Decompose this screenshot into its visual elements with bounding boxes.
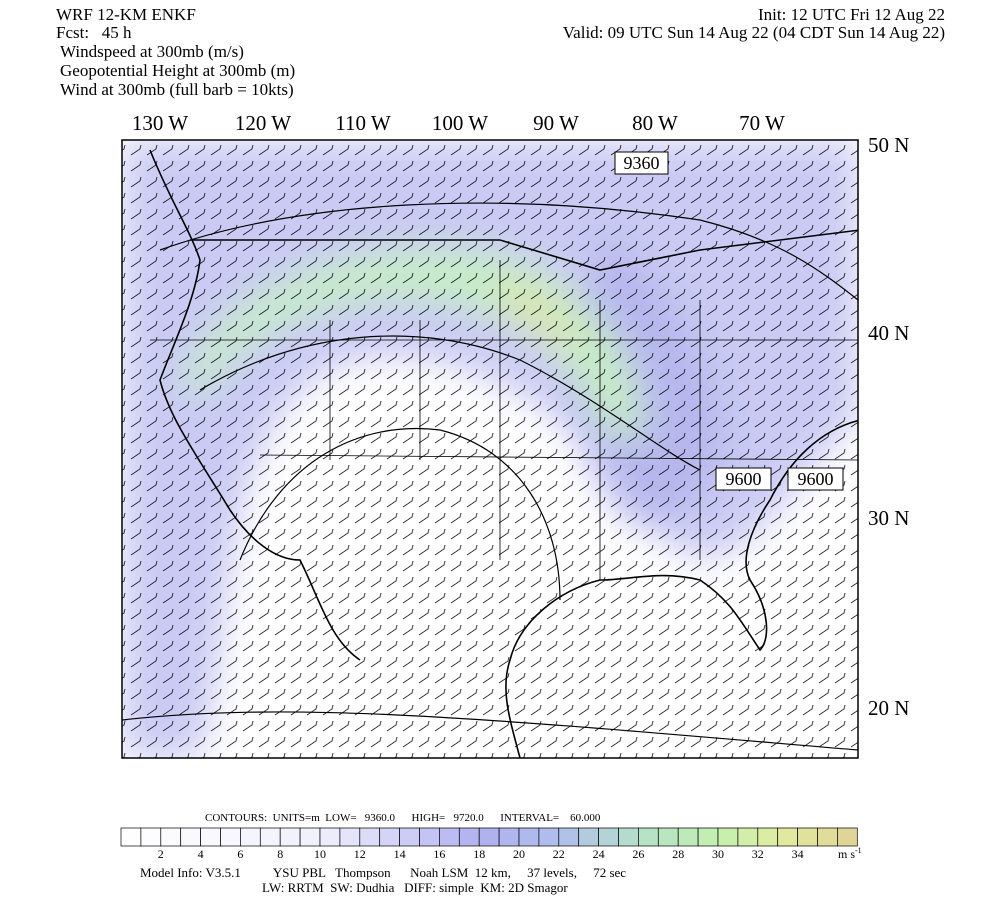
map-field bbox=[122, 140, 858, 758]
colorbar-swatch bbox=[339, 827, 361, 847]
colorbar-tick-label: 30 bbox=[712, 847, 724, 861]
field-name: Windspeed at 300mb (m/s) bbox=[60, 42, 244, 61]
colorbar-swatch bbox=[180, 827, 201, 847]
units-exponent: -1 bbox=[855, 846, 862, 855]
colorbar-swatch bbox=[657, 827, 679, 847]
colorbar-swatch bbox=[279, 827, 301, 847]
valid-time: Valid: 09 UTC Sun 14 Aug 22 (04 CDT Sun … bbox=[562, 23, 945, 42]
field-name: Wind at 300mb (full barb = 10kts) bbox=[60, 80, 294, 99]
colorbar-swatch bbox=[379, 827, 400, 847]
colorbar-tick-label: 8 bbox=[277, 847, 283, 861]
lon-label: 120 W bbox=[235, 111, 291, 135]
colorbar-tick-label: 32 bbox=[752, 847, 764, 861]
colorbar-tick-label: 14 bbox=[394, 847, 406, 861]
colorbar-swatch bbox=[120, 827, 142, 847]
colorbar-swatch bbox=[737, 827, 759, 847]
contour-label: 9600 bbox=[798, 469, 834, 489]
colorbar-tick-label: 10 bbox=[314, 847, 326, 861]
colorbar-tick-label: 6 bbox=[237, 847, 243, 861]
contour-label: 9360 bbox=[624, 153, 660, 173]
lon-label: 100 W bbox=[432, 111, 488, 135]
forecast-hour: Fcst: 45 h bbox=[56, 23, 132, 42]
units: m s bbox=[838, 847, 855, 861]
lat-label: 40 N bbox=[868, 321, 909, 345]
colorbar-tick-label: 28 bbox=[672, 847, 684, 861]
colorbar-tick-label: 20 bbox=[513, 847, 525, 861]
colorbar-swatch bbox=[140, 827, 162, 847]
colorbar-tick-label: 2 bbox=[158, 847, 164, 861]
colorbar-swatch bbox=[399, 827, 420, 847]
colorbar-swatch bbox=[439, 827, 460, 847]
colorbar-tick-label: 18 bbox=[473, 847, 485, 861]
lat-label: 30 N bbox=[868, 506, 909, 530]
lon-label: 90 W bbox=[533, 111, 579, 135]
colorbar-tick-label: 34 bbox=[792, 847, 804, 861]
colorbar-swatch bbox=[797, 827, 818, 847]
colorbar-swatch bbox=[498, 827, 520, 847]
colorbar-tick-label: 22 bbox=[553, 847, 565, 861]
colorbar-tick-label: 24 bbox=[593, 847, 605, 861]
colorbar-units: m s-1 bbox=[838, 846, 862, 861]
colorbar-swatch bbox=[359, 827, 381, 847]
model-title: WRF 12-KM ENKF bbox=[56, 5, 196, 24]
colorbar-swatch bbox=[259, 827, 281, 847]
boundaries bbox=[122, 149, 858, 758]
colorbar-swatch bbox=[558, 827, 580, 847]
colorbar-swatch bbox=[817, 827, 838, 847]
map-frame bbox=[121, 139, 859, 759]
colorbar-swatch bbox=[677, 827, 699, 847]
colorbar-swatch bbox=[837, 827, 858, 847]
lat-label: 20 N bbox=[868, 696, 909, 720]
lon-label: 130 W bbox=[132, 111, 188, 135]
colorbar-swatch bbox=[697, 827, 719, 847]
lon-label: 110 W bbox=[335, 111, 391, 135]
colorbar-swatch bbox=[518, 827, 540, 847]
contour-label-box bbox=[715, 467, 772, 491]
model-info: Model Info: V3.5.1 YSU PBL Thompson Noah… bbox=[140, 865, 627, 880]
lat-label: 50 N bbox=[868, 133, 909, 157]
colorbar-tick-label: 4 bbox=[198, 847, 204, 861]
colorbar-swatch bbox=[419, 827, 440, 847]
colorbar-swatch bbox=[538, 827, 560, 847]
colorbar-swatch bbox=[200, 827, 221, 847]
field-name: Geopotential Height at 300mb (m) bbox=[60, 61, 296, 80]
colorbar-swatch bbox=[299, 827, 321, 847]
colorbar-swatch bbox=[240, 827, 261, 847]
colorbar-tick-label: 26 bbox=[632, 847, 644, 861]
colorbar-swatch bbox=[757, 827, 779, 847]
colorbar-swatch bbox=[717, 827, 739, 847]
lon-label: 70 W bbox=[739, 111, 785, 135]
contour-label-box bbox=[787, 467, 844, 491]
lon-label: 80 W bbox=[632, 111, 678, 135]
colorbar-swatch bbox=[618, 827, 639, 847]
colorbar-swatch bbox=[160, 827, 182, 847]
colorbar-swatch bbox=[220, 827, 241, 847]
colorbar-swatch bbox=[578, 827, 599, 847]
colorbar-swatch bbox=[478, 827, 500, 847]
contour-label-box bbox=[614, 151, 669, 175]
colorbar-tick-label: 16 bbox=[433, 847, 445, 861]
contour-info: CONTOURS: UNITS=m LOW= 9360.0 HIGH= 9720… bbox=[205, 812, 601, 824]
colorbar-tick-label: 12 bbox=[354, 847, 366, 861]
colorbar-swatch bbox=[777, 827, 798, 847]
colorbar-swatch bbox=[598, 827, 619, 847]
colorbar-swatch bbox=[319, 827, 341, 847]
contour-label: 9600 bbox=[726, 469, 762, 489]
colorbar-swatch bbox=[458, 827, 480, 847]
colorbar-swatch bbox=[638, 827, 659, 847]
init-time: Init: 12 UTC Fri 12 Aug 22 bbox=[757, 5, 945, 24]
physics-info: LW: RRTM SW: Dudhia DIFF: simple KM: 2D … bbox=[262, 880, 568, 895]
